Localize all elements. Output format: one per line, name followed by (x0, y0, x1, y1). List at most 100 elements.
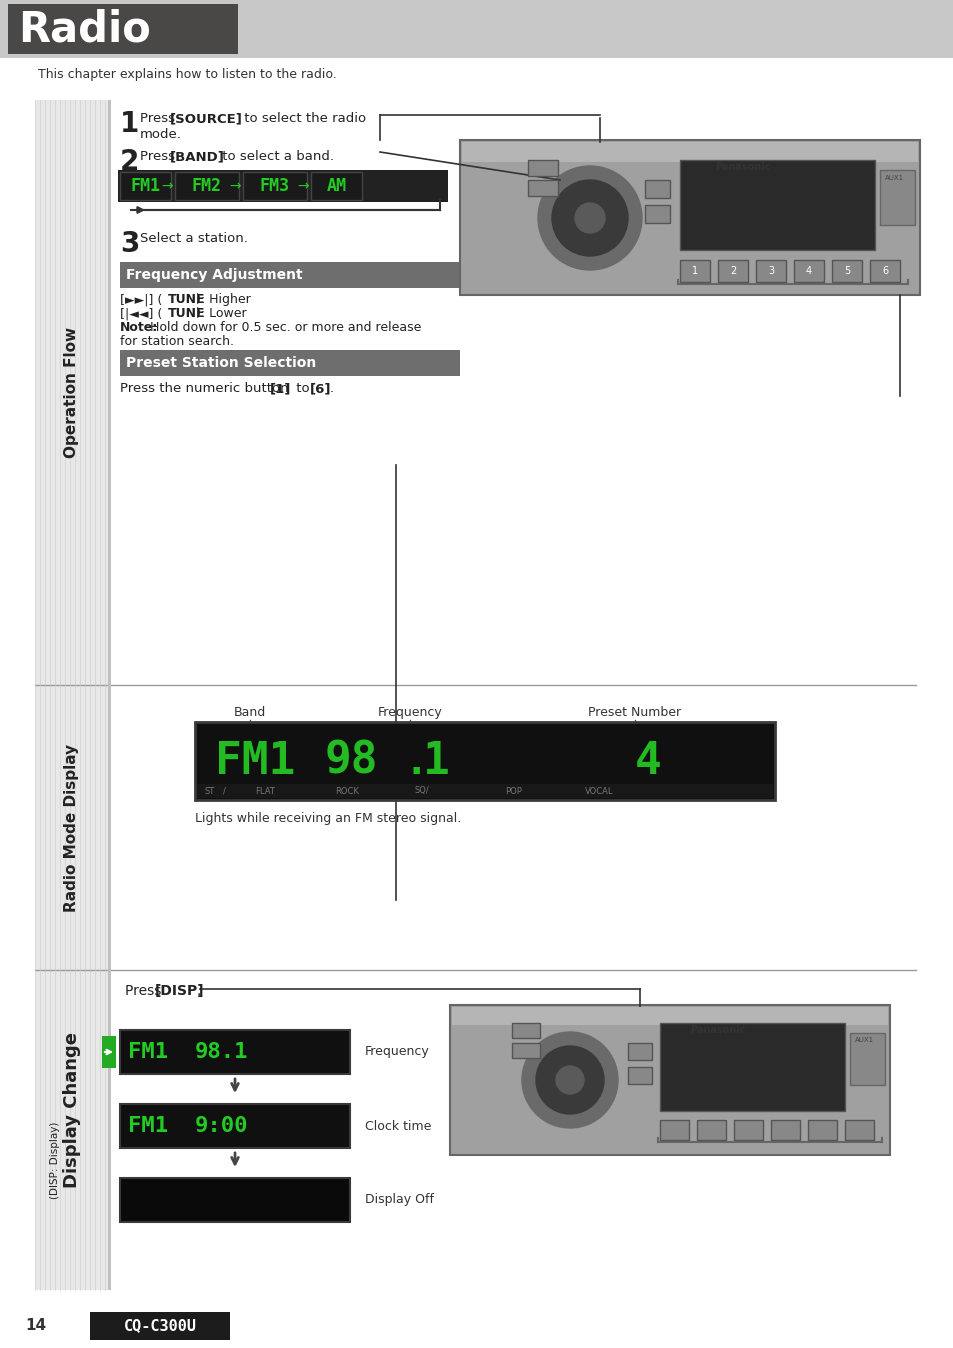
Text: .: . (330, 381, 334, 395)
Text: Panasonic: Panasonic (689, 1024, 744, 1035)
Text: to select a band.: to select a band. (218, 150, 334, 163)
Circle shape (537, 166, 641, 270)
Text: TUNE: TUNE (168, 293, 205, 306)
Text: [►►|] (: [►►|] ( (120, 293, 162, 306)
Circle shape (575, 204, 604, 233)
Bar (194, 723, 774, 799)
Text: SQ/: SQ/ (415, 786, 429, 795)
Bar (120, 1178, 350, 1223)
Bar (174, 173, 239, 200)
Text: [6]: [6] (310, 381, 331, 395)
Bar (644, 205, 669, 222)
Text: Press: Press (140, 150, 179, 163)
Text: Radio: Radio (18, 8, 151, 50)
Bar (831, 260, 862, 282)
Bar (718, 260, 747, 282)
Circle shape (552, 181, 627, 256)
Text: 14: 14 (25, 1318, 46, 1333)
Bar (461, 142, 917, 162)
Text: Lights while receiving an FM stereo signal.: Lights while receiving an FM stereo sign… (194, 811, 460, 825)
Text: (DISP: Display): (DISP: Display) (50, 1122, 60, 1198)
Bar (108, 685, 111, 971)
Text: AM: AM (326, 177, 346, 195)
Text: 6: 6 (881, 266, 887, 276)
Text: [1]: [1] (270, 381, 291, 395)
Bar (35, 685, 110, 971)
Bar (879, 170, 914, 225)
Text: 1: 1 (120, 111, 139, 137)
Bar (35, 100, 110, 685)
Text: .: . (405, 744, 428, 782)
Text: Radio Mode Display: Radio Mode Display (65, 744, 79, 911)
Text: 1: 1 (422, 740, 449, 782)
Text: CQ-C300U: CQ-C300U (123, 1318, 196, 1333)
Text: POP: POP (504, 786, 521, 795)
Bar (844, 1120, 873, 1140)
Circle shape (521, 1033, 618, 1128)
Text: 3: 3 (767, 266, 773, 276)
Bar (120, 262, 459, 288)
Circle shape (536, 1046, 603, 1113)
Bar (512, 1043, 539, 1058)
Text: AUX1: AUX1 (884, 175, 903, 181)
Bar (311, 173, 361, 200)
Text: [BAND]: [BAND] (170, 150, 225, 163)
Bar (108, 100, 111, 685)
Text: 4: 4 (635, 740, 661, 782)
Text: [|◄◄] (: [|◄◄] ( (120, 307, 162, 319)
Text: FM2: FM2 (192, 177, 222, 195)
Text: ROCK: ROCK (335, 786, 358, 795)
Text: to select the radio: to select the radio (240, 112, 366, 125)
Text: 9:00: 9:00 (194, 1116, 248, 1136)
Text: ST: ST (205, 786, 215, 795)
Bar (527, 160, 558, 177)
Circle shape (556, 1066, 583, 1095)
Text: FM1: FM1 (128, 1042, 168, 1062)
Bar (102, 1037, 116, 1068)
Text: 1: 1 (691, 266, 698, 276)
Bar (679, 260, 709, 282)
Text: Clock time: Clock time (365, 1119, 431, 1132)
Text: Preset Number: Preset Number (588, 706, 680, 718)
Text: Frequency Adjustment: Frequency Adjustment (126, 268, 302, 282)
Bar (869, 260, 899, 282)
Text: Band: Band (233, 706, 266, 718)
Text: Note:: Note: (120, 321, 158, 334)
Text: Preset Station Selection: Preset Station Selection (126, 356, 315, 369)
Text: for station search.: for station search. (120, 336, 233, 348)
Bar (452, 1007, 887, 1024)
Text: to: to (292, 381, 314, 395)
Bar (8, 4, 237, 54)
Text: FM1: FM1 (214, 740, 294, 782)
Bar (120, 173, 171, 200)
Text: →: → (161, 179, 172, 193)
Text: Press: Press (125, 984, 166, 998)
Bar (627, 1043, 651, 1060)
Text: 3: 3 (120, 231, 139, 257)
Bar (90, 1312, 230, 1340)
Text: .: . (196, 984, 201, 998)
Bar (659, 1023, 844, 1111)
Bar (679, 160, 874, 249)
Text: Display Off: Display Off (365, 1193, 434, 1206)
Bar (849, 1033, 884, 1085)
Text: This chapter explains how to listen to the radio.: This chapter explains how to listen to t… (38, 67, 336, 81)
Text: Press the numeric button: Press the numeric button (120, 381, 293, 395)
Text: [SOURCE]: [SOURCE] (170, 112, 243, 125)
Bar (120, 1104, 350, 1148)
Text: [DISP]: [DISP] (154, 984, 204, 998)
Text: FM3: FM3 (260, 177, 290, 195)
Text: Frequency: Frequency (365, 1046, 429, 1058)
Bar (108, 971, 111, 1290)
Bar (755, 260, 785, 282)
Text: AUX1: AUX1 (854, 1037, 873, 1043)
Bar (450, 1006, 889, 1155)
Text: ): Lower: ): Lower (195, 307, 247, 319)
Bar (512, 1023, 539, 1038)
Text: 4: 4 (805, 266, 811, 276)
Text: 98: 98 (325, 740, 378, 782)
Bar (659, 1120, 688, 1140)
Text: ): Higher: ): Higher (195, 293, 251, 306)
Bar (807, 1120, 836, 1140)
Bar (120, 350, 459, 376)
